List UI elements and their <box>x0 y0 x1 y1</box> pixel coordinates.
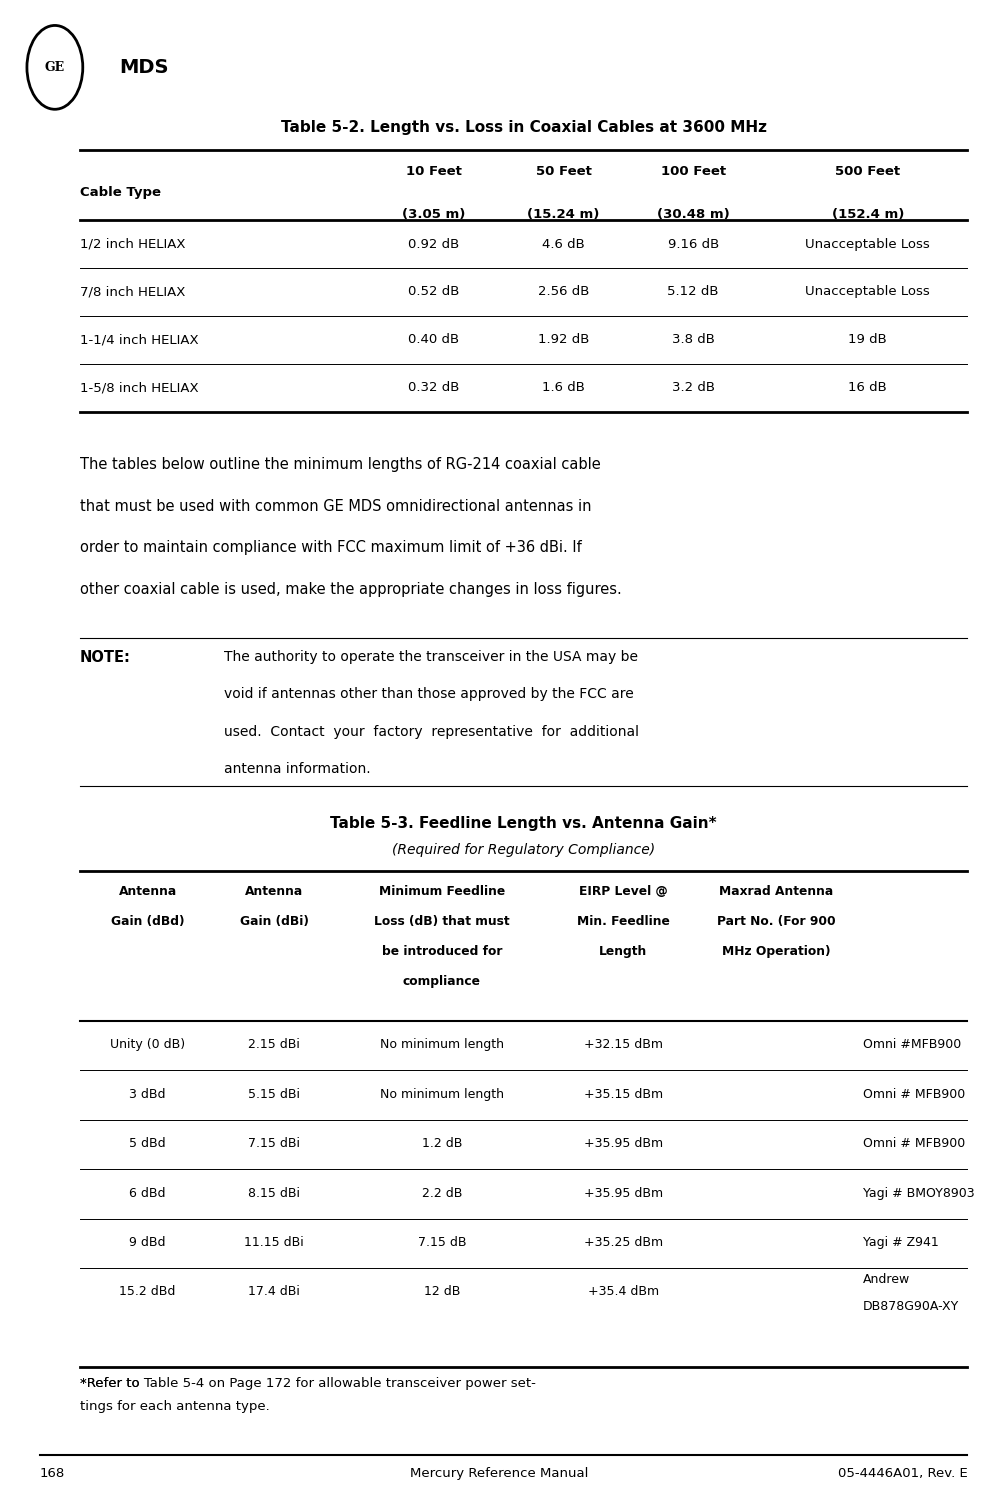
Text: tings for each antenna type.: tings for each antenna type. <box>79 1400 269 1413</box>
Text: No minimum length: No minimum length <box>379 1088 504 1100</box>
Text: Gain (dBi): Gain (dBi) <box>240 915 308 928</box>
Text: 1-5/8 inch HELIAX: 1-5/8 inch HELIAX <box>79 382 199 394</box>
Text: 19 dB: 19 dB <box>848 334 887 346</box>
Text: 3 dBd: 3 dBd <box>129 1088 165 1100</box>
Text: +35.4 dBm: +35.4 dBm <box>587 1286 658 1298</box>
Text: 12 dB: 12 dB <box>423 1286 459 1298</box>
Text: (152.4 m): (152.4 m) <box>830 208 903 222</box>
Text: Andrew: Andrew <box>862 1274 909 1286</box>
Text: other coaxial cable is used, make the appropriate changes in loss figures.: other coaxial cable is used, make the ap… <box>79 582 621 597</box>
Text: 5 dBd: 5 dBd <box>129 1138 165 1150</box>
Text: Yagi # BMOY8903: Yagi # BMOY8903 <box>862 1187 974 1199</box>
Text: 1.6 dB: 1.6 dB <box>542 382 585 394</box>
Text: 50 Feet: 50 Feet <box>535 165 591 178</box>
Text: 0.52 dB: 0.52 dB <box>408 286 459 298</box>
Text: 7.15 dBi: 7.15 dBi <box>248 1138 300 1150</box>
Text: (30.48 m): (30.48 m) <box>656 208 729 222</box>
Text: Minimum Feedline: Minimum Feedline <box>378 885 505 898</box>
Text: 9 dBd: 9 dBd <box>129 1237 165 1248</box>
Text: (3.05 m): (3.05 m) <box>402 208 465 222</box>
Text: 7.15 dB: 7.15 dB <box>417 1237 465 1248</box>
Text: that must be used with common GE MDS omnidirectional antennas in: that must be used with common GE MDS omn… <box>79 499 591 513</box>
Text: Loss (dB) that must: Loss (dB) that must <box>374 915 510 928</box>
Text: Length: Length <box>599 945 647 958</box>
Text: DB878G90A-XY: DB878G90A-XY <box>862 1301 958 1313</box>
Text: 7/8 inch HELIAX: 7/8 inch HELIAX <box>79 286 185 298</box>
Text: +35.95 dBm: +35.95 dBm <box>583 1187 662 1199</box>
Text: No minimum length: No minimum length <box>379 1039 504 1051</box>
Text: GE: GE <box>45 61 65 73</box>
Text: 9.16 dB: 9.16 dB <box>667 238 718 250</box>
Text: 0.32 dB: 0.32 dB <box>408 382 459 394</box>
Text: Antenna: Antenna <box>245 885 303 898</box>
Text: 1.2 dB: 1.2 dB <box>421 1138 461 1150</box>
Text: Table 5-3. Feedline Length vs. Antenna Gain*: Table 5-3. Feedline Length vs. Antenna G… <box>330 816 716 831</box>
Text: 16 dB: 16 dB <box>848 382 887 394</box>
Text: 500 Feet: 500 Feet <box>834 165 900 178</box>
Text: 3.2 dB: 3.2 dB <box>671 382 714 394</box>
Text: 10 Feet: 10 Feet <box>405 165 461 178</box>
Text: 11.15 dBi: 11.15 dBi <box>244 1237 304 1248</box>
Text: Mercury Reference Manual: Mercury Reference Manual <box>409 1467 588 1481</box>
Text: Omni # MFB900: Omni # MFB900 <box>862 1138 964 1150</box>
Text: +32.15 dBm: +32.15 dBm <box>584 1039 662 1051</box>
Text: Omni # MFB900: Omni # MFB900 <box>862 1088 964 1100</box>
Text: Cable Type: Cable Type <box>79 186 160 199</box>
Text: 4.6 dB: 4.6 dB <box>542 238 585 250</box>
Text: 3.8 dB: 3.8 dB <box>671 334 714 346</box>
Text: *Refer to Table 5-4 on Page 172 for allowable transceiver power set-: *Refer to Table 5-4 on Page 172 for allo… <box>79 1377 536 1391</box>
Text: Unity (0 dB): Unity (0 dB) <box>110 1039 185 1051</box>
Text: be introduced for: be introduced for <box>381 945 502 958</box>
Text: Unacceptable Loss: Unacceptable Loss <box>804 286 929 298</box>
Text: MDS: MDS <box>119 58 170 76</box>
Text: +35.25 dBm: +35.25 dBm <box>583 1237 662 1248</box>
Text: Antenna: Antenna <box>118 885 177 898</box>
Text: 17.4 dBi: 17.4 dBi <box>248 1286 300 1298</box>
Text: compliance: compliance <box>402 975 480 988</box>
Text: (15.24 m): (15.24 m) <box>527 208 599 222</box>
Text: order to maintain compliance with FCC maximum limit of +36 dBi. If: order to maintain compliance with FCC ma… <box>79 540 581 555</box>
Text: 8.15 dBi: 8.15 dBi <box>248 1187 300 1199</box>
Text: The tables below outline the minimum lengths of RG-214 coaxial cable: The tables below outline the minimum len… <box>79 457 600 472</box>
Text: 2.56 dB: 2.56 dB <box>538 286 589 298</box>
Text: NOTE:: NOTE: <box>79 650 130 665</box>
Text: void if antennas other than those approved by the FCC are: void if antennas other than those approv… <box>225 687 634 701</box>
Text: *Refer to: *Refer to <box>79 1377 143 1391</box>
Text: 6 dBd: 6 dBd <box>129 1187 165 1199</box>
Text: 0.40 dB: 0.40 dB <box>408 334 459 346</box>
Text: 1.92 dB: 1.92 dB <box>538 334 589 346</box>
Text: Table 5-2. Length vs. Loss in Coaxial Cables at 3600 MHz: Table 5-2. Length vs. Loss in Coaxial Ca… <box>281 120 766 135</box>
Text: Yagi # Z941: Yagi # Z941 <box>862 1237 938 1248</box>
Text: 0.92 dB: 0.92 dB <box>408 238 459 250</box>
Text: Gain (dBd): Gain (dBd) <box>110 915 185 928</box>
Text: Part No. (For 900: Part No. (For 900 <box>716 915 834 928</box>
Text: The authority to operate the transceiver in the USA may be: The authority to operate the transceiver… <box>225 650 638 663</box>
Text: 168: 168 <box>40 1467 65 1481</box>
Text: Maxrad Antenna: Maxrad Antenna <box>718 885 832 898</box>
Text: 5.15 dBi: 5.15 dBi <box>248 1088 300 1100</box>
Text: +35.15 dBm: +35.15 dBm <box>583 1088 662 1100</box>
Text: 2.2 dB: 2.2 dB <box>421 1187 461 1199</box>
Text: (Required for Regulatory Compliance): (Required for Regulatory Compliance) <box>392 843 655 858</box>
Text: Omni #MFB900: Omni #MFB900 <box>862 1039 960 1051</box>
Text: Min. Feedline: Min. Feedline <box>577 915 669 928</box>
Text: Unacceptable Loss: Unacceptable Loss <box>804 238 929 250</box>
Text: 5.12 dB: 5.12 dB <box>667 286 718 298</box>
Text: EIRP Level @: EIRP Level @ <box>579 885 667 898</box>
Text: 2.15 dBi: 2.15 dBi <box>248 1039 300 1051</box>
Text: antenna information.: antenna information. <box>225 762 371 775</box>
Text: used.  Contact  your  factory  representative  for  additional: used. Contact your factory representativ… <box>225 725 639 738</box>
Text: +35.95 dBm: +35.95 dBm <box>583 1138 662 1150</box>
Text: 100 Feet: 100 Feet <box>660 165 725 178</box>
Text: 1/2 inch HELIAX: 1/2 inch HELIAX <box>79 238 186 250</box>
Text: MHz Operation): MHz Operation) <box>721 945 829 958</box>
Text: 1-1/4 inch HELIAX: 1-1/4 inch HELIAX <box>79 334 199 346</box>
Text: 15.2 dBd: 15.2 dBd <box>119 1286 176 1298</box>
Text: 05-4446A01, Rev. E: 05-4446A01, Rev. E <box>837 1467 967 1481</box>
